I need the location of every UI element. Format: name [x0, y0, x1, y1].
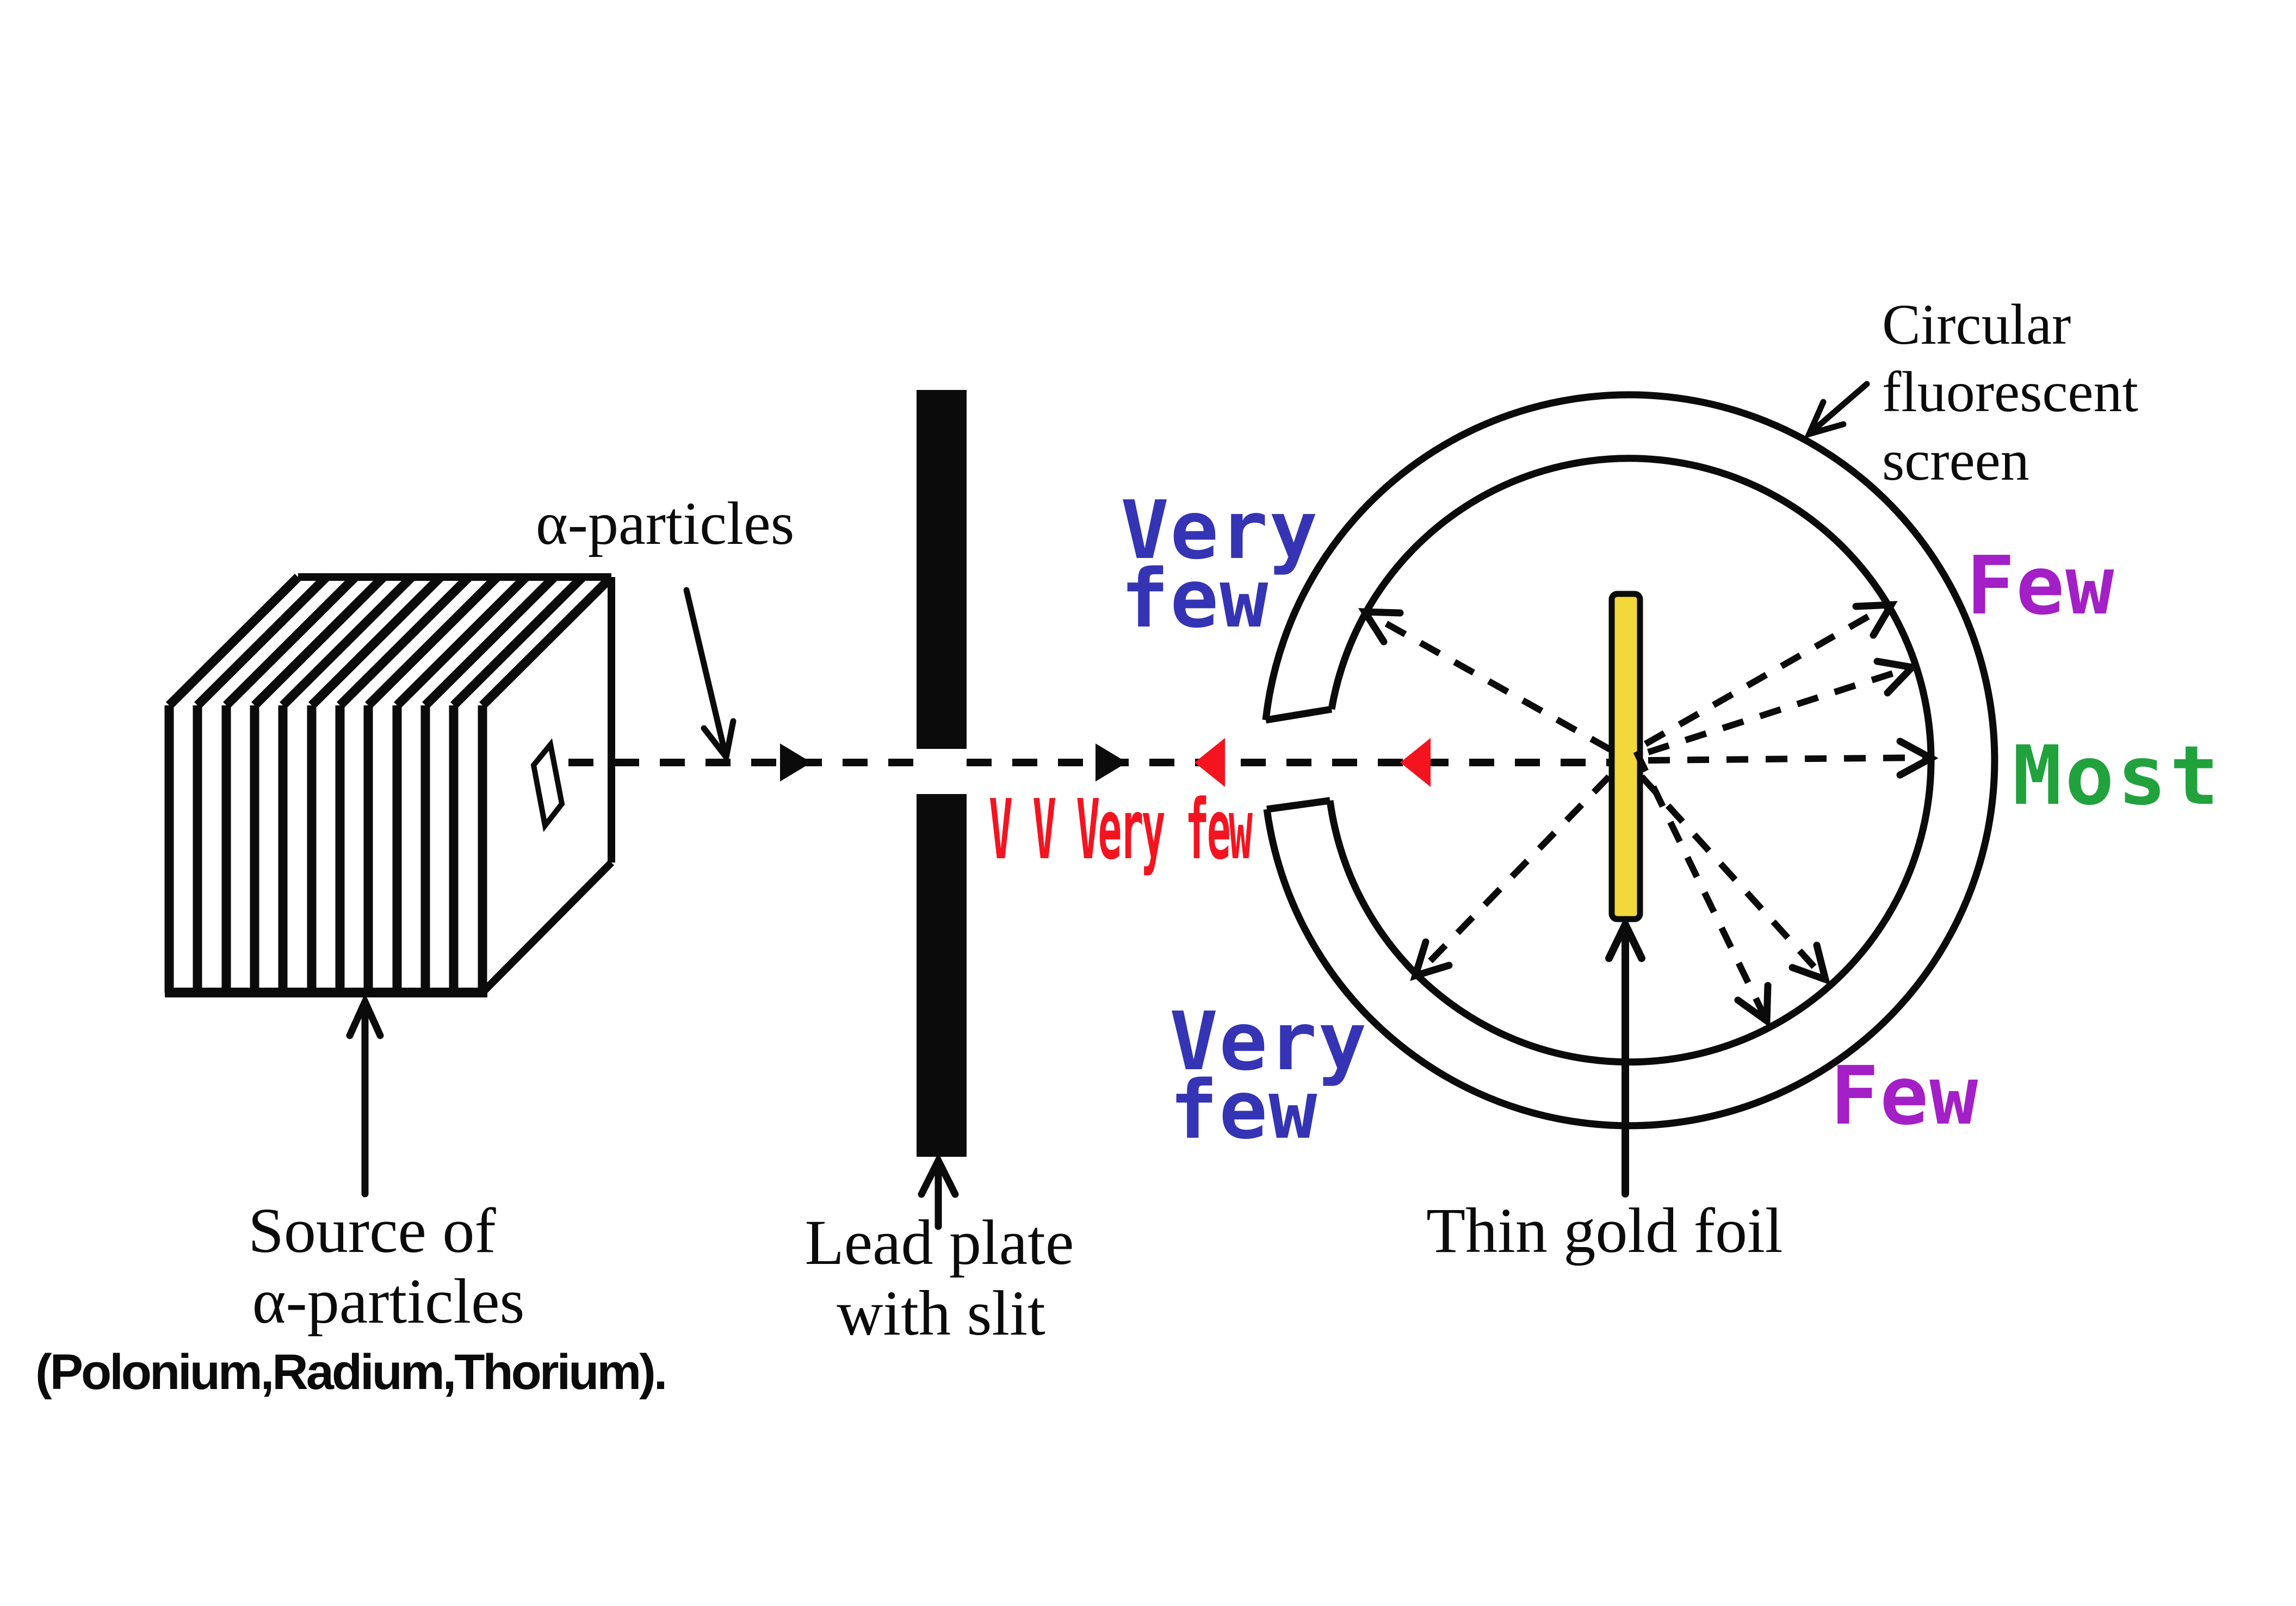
screen-gap-upper-cap: [1265, 705, 1333, 724]
source-label-line3: (Polonium,Radium,Thorium).: [35, 1344, 665, 1400]
screen-label-arrow-shaft: [1807, 381, 1870, 436]
box-bottom-right-edge: [480, 860, 614, 995]
source-hole: [530, 738, 565, 832]
very-few-top-line1: Very: [1121, 483, 1319, 577]
box-plate-stripes: [164, 573, 615, 993]
source-label-line1: Source of: [248, 1195, 496, 1266]
backscatter-arrowhead-1: [1195, 738, 1225, 787]
ray-up-right-steep: [1644, 603, 1887, 747]
alpha-source-box: [164, 573, 615, 997]
source-label-line2: α-particles: [252, 1266, 525, 1337]
lead-plate-upper: [917, 390, 967, 749]
ray-arrowhead-down-left: [1410, 938, 1453, 981]
lead-label-line1: Lead plate: [805, 1207, 1074, 1278]
screen-outer-circle: [1262, 391, 1998, 1130]
alpha-particles-label: α-particles: [536, 490, 794, 557]
ray-arrowhead-up-left: [1358, 608, 1404, 646]
alpha-label-arrow-shaft: [683, 587, 728, 757]
screen-inner-circle: [1326, 455, 1935, 1066]
foil-label-arrowhead: [1605, 915, 1645, 962]
scattered-rays: [1369, 603, 1926, 1017]
ray-straight-through: [1648, 754, 1926, 764]
lead-label-line2: with slit: [837, 1278, 1045, 1349]
fluorescent-screen: [1262, 391, 1998, 1130]
ray-up-right-shallow: [1647, 666, 1908, 755]
screen-label-line2: fluorescent: [1882, 360, 2138, 424]
ray-down-right-steep: [1633, 750, 1767, 1017]
very-few-top-line2: few: [1121, 552, 1269, 646]
lead-plate-lower: [917, 794, 967, 1157]
ray-arrowhead-up-right-shallow: [1873, 658, 1920, 697]
ray-arrowhead-down-right-shallow: [1788, 941, 1831, 985]
very-few-bottom-line2: few: [1169, 1063, 1318, 1157]
screen-gap-lower-cap: [1266, 797, 1330, 813]
alpha-label-arrowhead: [701, 718, 737, 764]
ray-arrowhead-down-right-steep: [1734, 982, 1772, 1028]
ray-up-left: [1369, 611, 1612, 753]
screen-label-line1: Circular: [1882, 293, 2071, 356]
few-top-label: Few: [1966, 539, 2115, 633]
beam-arrowhead-2: [1096, 743, 1127, 782]
very-few-bottom-line1: Very: [1169, 995, 1367, 1088]
ray-down-right-shallow: [1639, 774, 1825, 978]
lead-label-arrowhead: [918, 1152, 959, 1198]
backscatter-arrowhead-2: [1400, 738, 1431, 787]
screen-label-line3: screen: [1882, 429, 2029, 492]
scattered-ray-arrowheads: [1358, 600, 1939, 1028]
ray-arrowhead-straight: [1896, 737, 1939, 779]
source-label-arrowhead: [346, 993, 384, 1039]
gold-foil-label: Thin gold foil: [1426, 1195, 1783, 1266]
lead-plate: [917, 390, 967, 1157]
screen-label-arrowhead: [1804, 399, 1847, 439]
few-bottom-label: Few: [1830, 1049, 1979, 1143]
beam-arrowhead-1: [780, 743, 812, 782]
ray-down-left: [1418, 774, 1612, 973]
most-label: Most: [2013, 729, 2222, 823]
label-arrows: [346, 381, 1870, 1230]
ray-arrowhead-up-right-steep: [1852, 600, 1898, 639]
backscatter-label: V V Very few: [989, 782, 1253, 878]
